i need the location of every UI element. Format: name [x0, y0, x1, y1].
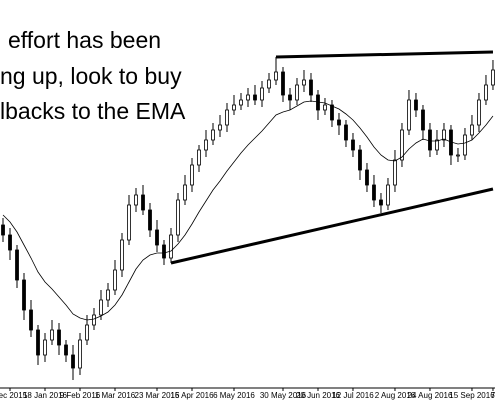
x-tick-label: 20 Jun 2016	[296, 391, 341, 400]
annotation: ng up, look to buy	[0, 63, 182, 89]
candle-body	[8, 234, 12, 251]
candle-body	[421, 109, 425, 131]
trend-line	[170, 187, 494, 265]
candle-body	[22, 279, 26, 311]
candle-body	[302, 79, 306, 86]
candle-body	[1, 224, 5, 236]
candle-body	[400, 129, 404, 161]
candle-body	[120, 239, 124, 271]
candle-body	[29, 309, 33, 331]
candle-body	[246, 94, 250, 101]
candle-body	[484, 84, 488, 101]
candle-body	[372, 184, 376, 201]
candle-body	[232, 104, 236, 111]
candle-body	[43, 339, 47, 356]
annotation: effort has been	[8, 27, 161, 53]
candle-body	[148, 209, 152, 231]
candle-body	[463, 134, 467, 156]
candle-body	[428, 129, 432, 151]
candle-body	[155, 229, 159, 246]
candle-body	[50, 329, 54, 341]
annotation: lbacks to the EMA	[0, 98, 186, 124]
candle-body	[253, 94, 257, 101]
x-tick-label: 2 Aug 2016	[375, 391, 416, 400]
candle-body	[204, 139, 208, 151]
candle-body	[393, 159, 397, 186]
candle-body	[99, 299, 103, 316]
candle-body	[470, 124, 474, 136]
candle-body	[435, 139, 439, 151]
candle-body	[323, 104, 327, 111]
candle-body	[414, 99, 418, 111]
x-tick-label: 30 May 2016	[260, 391, 307, 400]
candle-body	[183, 184, 187, 201]
candle-body	[330, 104, 334, 121]
candle-body	[477, 99, 481, 126]
x-tick-label: 24 Aug 2016	[408, 391, 453, 400]
x-tick-label: 12 Jul 2016	[332, 391, 374, 400]
candle-body	[71, 354, 75, 369]
candle-body	[365, 169, 369, 186]
x-tick-label: 23 Mar 2016	[135, 391, 180, 400]
candle-body	[225, 109, 229, 126]
candle-body	[358, 149, 362, 171]
candle-body	[295, 84, 299, 101]
x-tick-label: 7	[491, 391, 495, 400]
candle-body	[169, 234, 173, 259]
candle-body	[197, 149, 201, 166]
candle-body	[337, 119, 341, 126]
candle-body	[267, 79, 271, 89]
x-tick-label: Dec 2015	[0, 391, 28, 400]
x-tick-label: 15 Sep 2016	[449, 391, 495, 400]
candle-body	[15, 249, 19, 281]
candle-body	[78, 339, 82, 369]
x-tick-label: 9 Feb 2016	[60, 391, 101, 400]
candle-body	[456, 154, 460, 157]
candle-body	[442, 129, 446, 141]
x-tick-label: 15 Apr 2016	[170, 391, 214, 400]
candle-body	[491, 69, 495, 86]
candle-body	[134, 194, 138, 206]
candle-body	[379, 199, 383, 206]
candle-body	[92, 314, 96, 326]
x-tick-label: 18 Jan 2016	[23, 391, 68, 400]
candle-body	[176, 199, 180, 236]
candle-body	[162, 244, 166, 259]
candle-body	[211, 129, 215, 141]
trend-line	[275, 50, 494, 59]
candle-body	[274, 71, 278, 81]
candle-body	[106, 289, 110, 301]
candle-body	[386, 184, 390, 206]
x-tick-label: 6 May 2016	[213, 391, 255, 400]
x-tick-label: 1 Mar 2016	[95, 391, 136, 400]
candle-body	[141, 194, 145, 211]
candle-body	[190, 164, 194, 186]
candle-body	[64, 344, 68, 356]
ema-line	[2, 100, 494, 321]
candle-body	[407, 99, 411, 131]
candle-body	[85, 324, 89, 341]
candle-body	[344, 124, 348, 141]
candle-body	[351, 139, 355, 151]
candle-body	[288, 94, 292, 101]
candle-body	[127, 204, 131, 241]
candle-body	[57, 329, 61, 346]
candle-body	[36, 329, 40, 356]
candle-body	[281, 71, 285, 96]
candle-body	[309, 79, 313, 96]
candle-body	[218, 124, 222, 131]
candle-body	[239, 99, 243, 106]
candle-body	[260, 87, 264, 101]
candle-body	[113, 269, 117, 291]
